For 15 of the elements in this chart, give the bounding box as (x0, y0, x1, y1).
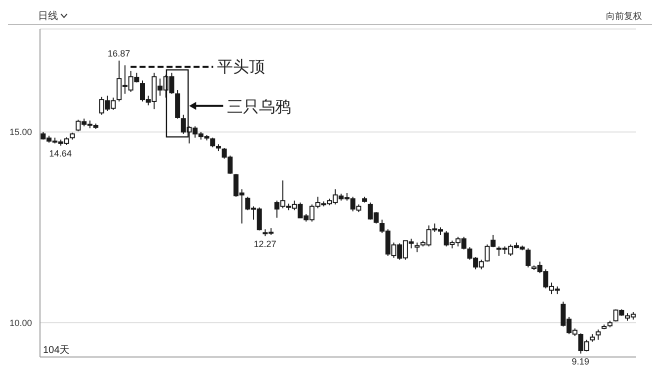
y-tick-label: 15.00 (9, 127, 32, 138)
annotation: 9.19 (572, 356, 590, 367)
text: 向前复权 (606, 10, 642, 22)
annotation: 三只乌鸦 (227, 98, 292, 116)
chart-title: 日线 (38, 10, 58, 23)
annotation: 平头顶 (217, 58, 266, 76)
candlestick (526, 248, 531, 268)
candlestick (210, 137, 216, 148)
annotation: 104天 (43, 345, 70, 356)
annotation: 16.87 (108, 48, 130, 59)
annotation: 14.64 (49, 148, 72, 159)
annotation: 12.27 (254, 239, 276, 250)
candlestick (596, 329, 601, 340)
candlestick (175, 90, 180, 120)
y-tick-label: 10.00 (9, 318, 32, 328)
